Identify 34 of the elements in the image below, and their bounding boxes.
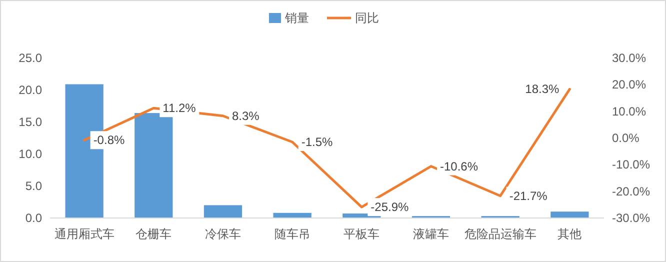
bar xyxy=(204,205,242,218)
legend-label: 同比 xyxy=(355,11,379,25)
y-tick-label: 0.0 xyxy=(25,211,42,225)
data-label: 8.3% xyxy=(232,108,260,123)
x-tick-label: 仓栅车 xyxy=(136,227,172,241)
y-tick-label: 20.0 xyxy=(18,83,42,97)
x-tick-label: 平板车 xyxy=(344,227,380,241)
x-tick-label: 通用厢式车 xyxy=(54,227,114,241)
bar xyxy=(134,113,173,218)
y2-tick-label: 0.0% xyxy=(612,131,640,145)
x-tick-label: 冷保车 xyxy=(204,227,241,241)
y2-tick-label: -30.0% xyxy=(612,211,650,225)
data-label: 11.2% xyxy=(162,101,196,116)
y-tick-label: 10.0 xyxy=(18,147,42,161)
data-label: -10.6% xyxy=(440,159,478,174)
x-tick-label: 危险品运输车 xyxy=(464,227,536,241)
x-tick-label: 液罐车 xyxy=(413,227,450,241)
y2-tick-label: -20.0% xyxy=(612,184,650,198)
data-label: 18.3% xyxy=(525,82,560,96)
y2-tick-label: 30.0% xyxy=(612,51,646,65)
y-tick-label: 5.0 xyxy=(25,179,42,193)
data-label: -21.7% xyxy=(509,188,548,203)
y-tick-label: 25.0 xyxy=(18,51,42,65)
y2-tick-label: -10.0% xyxy=(612,158,650,172)
data-label: -25.9% xyxy=(370,200,410,214)
bar xyxy=(550,212,589,218)
data-label: -1.5% xyxy=(301,135,334,149)
x-tick-label: 其他 xyxy=(558,227,582,241)
y2-tick-label: 10.0% xyxy=(612,104,646,118)
legend-label: 销量 xyxy=(284,11,309,25)
x-tick-label: 随车吊 xyxy=(274,227,310,241)
data-label: -0.8% xyxy=(93,133,125,148)
y2-tick-label: 20.0% xyxy=(612,78,646,92)
y-tick-label: 15.0 xyxy=(18,115,42,129)
